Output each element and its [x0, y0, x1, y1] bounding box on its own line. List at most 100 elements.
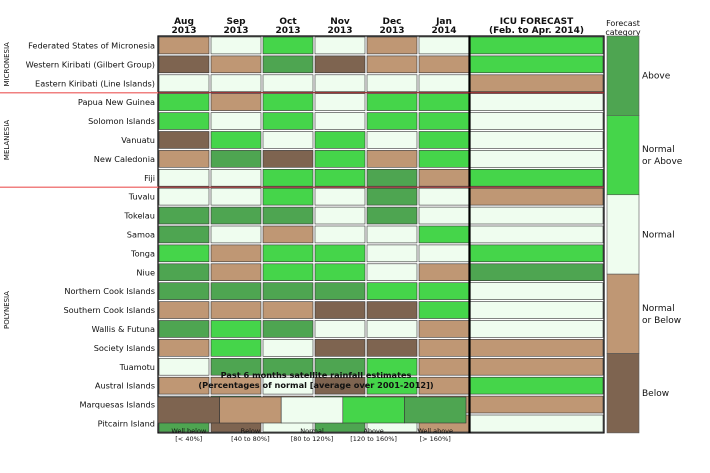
- heatmap-cell: [314, 150, 366, 168]
- heatmap-cell: [314, 376, 366, 395]
- island-label: Tonga: [130, 248, 155, 258]
- forecast-cell: [469, 339, 604, 357]
- heatmap-cell: [158, 74, 210, 93]
- heatmap-cell: [314, 74, 366, 93]
- heatmap-cell: [314, 187, 366, 206]
- heatmap-cell: [262, 282, 314, 300]
- region-label: MICRONESIA: [3, 42, 11, 87]
- heatmap-cell: [210, 282, 262, 300]
- island-label: Tokelau: [123, 211, 155, 221]
- heatmap-cell: [158, 150, 210, 168]
- heatmap-cell: [158, 169, 210, 187]
- heatmap-cell: [366, 339, 418, 357]
- heatmap-cell: [418, 55, 470, 74]
- legend-label: Above: [363, 427, 383, 435]
- heatmap-cell: [366, 263, 418, 281]
- month-header: Aug: [174, 17, 194, 27]
- heatmap-cell: [314, 225, 366, 244]
- heatmap-cell: [210, 339, 262, 357]
- heatmap-cell: [314, 301, 366, 319]
- island-label: Solomon Islands: [88, 116, 155, 126]
- heatmap-cell: [262, 93, 314, 111]
- island-label: Niue: [136, 267, 155, 277]
- heatmap-cell: [314, 357, 366, 376]
- category-label: Normal: [642, 145, 675, 155]
- forecast-cell: [469, 320, 604, 338]
- heatmap-cell: [262, 206, 314, 225]
- forecast-cell: [469, 36, 604, 55]
- heatmap-cell: [314, 320, 366, 338]
- heatmap-cell: [210, 206, 262, 225]
- heatmap-cell: [210, 169, 262, 187]
- island-label: Papua New Guinea: [78, 97, 155, 107]
- heatmap-cell: [262, 244, 314, 263]
- forecast-header-period: (Feb. to Apr. 2014): [489, 26, 584, 36]
- heatmap-cell: [366, 169, 418, 187]
- forecast-cell: [469, 357, 604, 376]
- heatmap-cell: [366, 376, 418, 395]
- heatmap-cell: [366, 150, 418, 168]
- forecast-cell: [469, 131, 604, 149]
- heatmap-cell: [366, 93, 418, 111]
- month-header: Jan: [435, 17, 452, 27]
- heatmap-cell: [366, 55, 418, 74]
- heatmap-cell: [418, 74, 470, 93]
- heatmap-cell: [210, 376, 262, 395]
- year-header: 2013: [171, 26, 196, 36]
- year-header: 2013: [275, 26, 300, 36]
- heatmap-cell: [210, 74, 262, 93]
- forecast-header: ICU FORECAST: [500, 17, 574, 27]
- island-label: Northern Cook Islands: [64, 286, 155, 296]
- heatmap-cell: [418, 339, 470, 357]
- heatmap-cell: [262, 36, 314, 55]
- heatmap-cell: [262, 55, 314, 74]
- heatmap-cell: [418, 263, 470, 281]
- heatmap-cell: [314, 206, 366, 225]
- island-label: Western Kiribati (Gilbert Group): [26, 59, 155, 69]
- heatmap-cell: [158, 320, 210, 338]
- heatmap-cell: [158, 36, 210, 55]
- forecast-cell: [469, 414, 604, 433]
- heatmap-cell: [262, 376, 314, 395]
- heatmap-cell: [366, 301, 418, 319]
- island-label: Pitcairn Island: [98, 418, 155, 428]
- forecast-cell: [469, 74, 604, 93]
- forecast-cell: [469, 225, 604, 244]
- heatmap-cell: [262, 112, 314, 130]
- heatmap-cell: [314, 339, 366, 357]
- heatmap-cell: [158, 206, 210, 225]
- heatmap-cell: [210, 36, 262, 55]
- heatmap-cell: [314, 55, 366, 74]
- heatmap-cell: [366, 225, 418, 244]
- heatmap-cell: [210, 357, 262, 376]
- heatmap-cell: [418, 206, 470, 225]
- heatmap-cell: [314, 263, 366, 281]
- heatmap-cell: [262, 169, 314, 187]
- heatmap-cell: [418, 357, 470, 376]
- island-label: Eastern Kiribati (Line Islands): [35, 78, 155, 88]
- heatmap-cell: [366, 131, 418, 149]
- legend-range: [> 160%]: [420, 435, 451, 443]
- heatmap-cell: [314, 244, 366, 263]
- heatmap-cell: [158, 244, 210, 263]
- island-label: Federated States of Micronesia: [28, 40, 155, 50]
- heatmap-cell: [262, 74, 314, 93]
- legend-swatch: [157, 396, 220, 424]
- heatmap-cell: [210, 244, 262, 263]
- category-swatch: [606, 115, 640, 196]
- forecast-frame: [468, 35, 605, 434]
- heatmap-cell: [210, 150, 262, 168]
- island-label: Vanuatu: [121, 135, 155, 145]
- category-header: category: [605, 28, 641, 37]
- island-label: Tuamotu: [119, 362, 155, 372]
- heatmap-cell: [366, 206, 418, 225]
- category-swatch: [606, 35, 640, 116]
- year-header: 2013: [327, 26, 352, 36]
- island-label: Austral Islands: [95, 381, 155, 391]
- heatmap-cell: [418, 131, 470, 149]
- heatmap-cell: [262, 131, 314, 149]
- heatmap-cell: [366, 74, 418, 93]
- legend-range: [80 to 120%]: [291, 435, 334, 443]
- forecast-cell: [469, 376, 604, 395]
